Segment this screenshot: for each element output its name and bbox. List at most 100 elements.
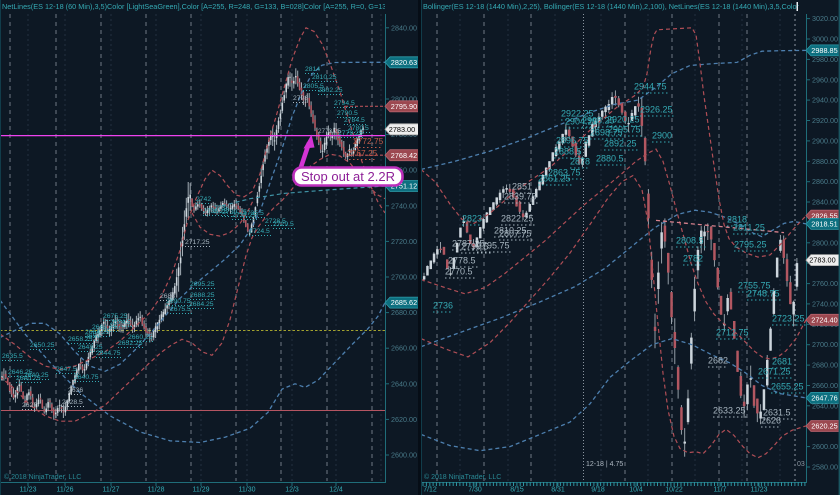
svg-text:2892.25: 2892.25: [604, 139, 637, 149]
svg-text:2787.25: 2787.25: [452, 239, 485, 249]
svg-text:03: 03: [797, 461, 805, 468]
svg-text:2748.75: 2748.75: [747, 289, 780, 299]
svg-text:11/26: 11/26: [57, 487, 74, 494]
svg-text:2900: 2900: [652, 131, 672, 141]
svg-text:2739.25: 2739.25: [222, 209, 247, 216]
svg-text:2898.75: 2898.75: [590, 128, 623, 138]
svg-text:2782: 2782: [683, 254, 703, 264]
svg-text:2682: 2682: [708, 356, 728, 366]
svg-text:2640.75: 2640.75: [16, 375, 41, 382]
svg-text:11/27: 11/27: [103, 487, 120, 494]
svg-text:2660.25: 2660.25: [128, 334, 153, 341]
svg-text:2783.00: 2783.00: [389, 125, 415, 134]
svg-text:2770.5: 2770.5: [445, 267, 473, 277]
svg-text:2652.25: 2652.25: [118, 340, 143, 347]
svg-text:2818.51: 2818.51: [811, 220, 837, 229]
svg-text:2980.00: 2980.00: [812, 55, 838, 64]
svg-text:2735.5: 2735.5: [243, 210, 264, 217]
svg-text:2600.00: 2600.00: [812, 442, 838, 451]
svg-text:2818: 2818: [727, 215, 747, 225]
svg-text:2736: 2736: [433, 301, 453, 311]
svg-text:2800.00: 2800.00: [812, 238, 838, 247]
svg-text:2675.5: 2675.5: [170, 306, 191, 313]
svg-text:2635.5: 2635.5: [2, 353, 23, 360]
svg-text:2944.75: 2944.75: [634, 82, 667, 92]
svg-text:2720.00: 2720.00: [391, 237, 417, 246]
svg-text:2737.25: 2737.25: [232, 212, 257, 219]
svg-text:2783.00: 2783.00: [809, 256, 835, 265]
svg-text:2600.00: 2600.00: [391, 451, 417, 460]
svg-text:2808.5: 2808.5: [676, 236, 704, 246]
svg-text:2648.25: 2648.25: [78, 344, 103, 351]
svg-text:2627: 2627: [22, 402, 37, 409]
svg-text:2988.85: 2988.85: [811, 46, 837, 55]
svg-text:2798: 2798: [293, 95, 308, 102]
svg-text:2724.5: 2724.5: [249, 228, 270, 235]
svg-text:2685.62: 2685.62: [391, 298, 417, 307]
svg-text:Stop out at 2.2R: Stop out at 2.2R: [301, 169, 395, 184]
svg-text:2755.75: 2755.75: [738, 281, 771, 291]
svg-text:2626: 2626: [761, 416, 781, 426]
svg-text:2724.40: 2724.40: [811, 315, 837, 324]
svg-text:2700.00: 2700.00: [391, 273, 417, 282]
svg-text:11/7: 11/7: [713, 487, 726, 494]
svg-text:2794.5: 2794.5: [334, 100, 355, 107]
svg-text:2900.00: 2900.00: [812, 136, 838, 145]
svg-text:2768.42: 2768.42: [391, 151, 417, 160]
svg-text:© 2018 NinjaTrader, LLC: © 2018 NinjaTrader, LLC: [424, 473, 501, 481]
svg-text:2717.25: 2717.25: [185, 239, 210, 246]
svg-text:2700.00: 2700.00: [812, 340, 838, 349]
svg-text:12/4: 12/4: [329, 487, 343, 494]
svg-text:2823: 2823: [462, 214, 482, 224]
svg-text:2790.5: 2790.5: [337, 110, 358, 117]
svg-text:2690.75: 2690.75: [166, 298, 191, 305]
svg-text:8/31: 8/31: [551, 487, 565, 494]
svg-text:2926.25: 2926.25: [640, 105, 673, 115]
svg-text:11/30: 11/30: [239, 487, 256, 494]
svg-text:12-18 | 4.75: 12-18 | 4.75: [586, 461, 623, 468]
svg-text:2736.25: 2736.25: [203, 208, 228, 215]
svg-text:8/15: 8/15: [510, 487, 524, 494]
svg-text:2668.25: 2668.25: [92, 324, 117, 331]
svg-text:2728.5: 2728.5: [265, 218, 286, 225]
svg-text:2860.00: 2860.00: [812, 177, 838, 186]
svg-text:2908.25: 2908.25: [582, 116, 615, 126]
svg-text:2620.00: 2620.00: [391, 415, 417, 424]
svg-text:2681: 2681: [772, 357, 792, 367]
svg-text:NetLines(ES 12-18 (60 Min),3,5: NetLines(ES 12-18 (60 Min),3,5)Color [Li…: [2, 2, 392, 11]
svg-text:2814: 2814: [305, 66, 320, 73]
svg-text:2790.5: 2790.5: [461, 242, 489, 252]
svg-text:2851: 2851: [512, 182, 532, 192]
svg-text:2800.00: 2800.00: [391, 95, 417, 104]
svg-text:11/29: 11/29: [193, 487, 210, 494]
svg-text:2631.5: 2631.5: [763, 408, 791, 418]
svg-text:2863.75: 2863.75: [548, 168, 581, 178]
svg-text:2647.5: 2647.5: [56, 366, 77, 373]
svg-text:11/28: 11/28: [148, 487, 165, 494]
svg-text:2640.00: 2640.00: [812, 401, 838, 410]
svg-text:11/23: 11/23: [20, 487, 37, 494]
svg-text:2773.25: 2773.25: [318, 128, 342, 135]
svg-text:3020.00: 3020.00: [812, 14, 838, 23]
svg-text:2580.00: 2580.00: [812, 463, 838, 472]
svg-text:2760.00: 2760.00: [812, 279, 838, 288]
svg-text:2680.00: 2680.00: [812, 361, 838, 370]
svg-text:2861.25: 2861.25: [538, 174, 571, 184]
svg-text:2880.00: 2880.00: [812, 157, 838, 166]
svg-text:2802.25: 2802.25: [318, 87, 343, 94]
svg-text:2920.00: 2920.00: [812, 116, 838, 125]
svg-text:2807.75: 2807.75: [499, 229, 532, 239]
svg-text:2644.75: 2644.75: [96, 350, 121, 357]
svg-text:2795.25: 2795.25: [734, 240, 767, 250]
svg-text:2660.00: 2660.00: [812, 381, 838, 390]
svg-text:2767.25: 2767.25: [347, 148, 378, 158]
svg-text:2888.5: 2888.5: [554, 147, 582, 157]
svg-text:2738: 2738: [214, 205, 229, 212]
svg-text:Bollinger(ES 12-18 (1440 Min),: Bollinger(ES 12-18 (1440 Min),2,25), Bol…: [423, 2, 800, 11]
svg-text:2660.00: 2660.00: [391, 344, 417, 353]
svg-text:11/23: 11/23: [751, 487, 768, 494]
svg-text:2688.25: 2688.25: [190, 292, 215, 299]
svg-text:2760.00: 2760.00: [391, 166, 417, 175]
svg-text:2880.5: 2880.5: [596, 154, 624, 164]
svg-text:2810.25: 2810.25: [312, 74, 337, 81]
